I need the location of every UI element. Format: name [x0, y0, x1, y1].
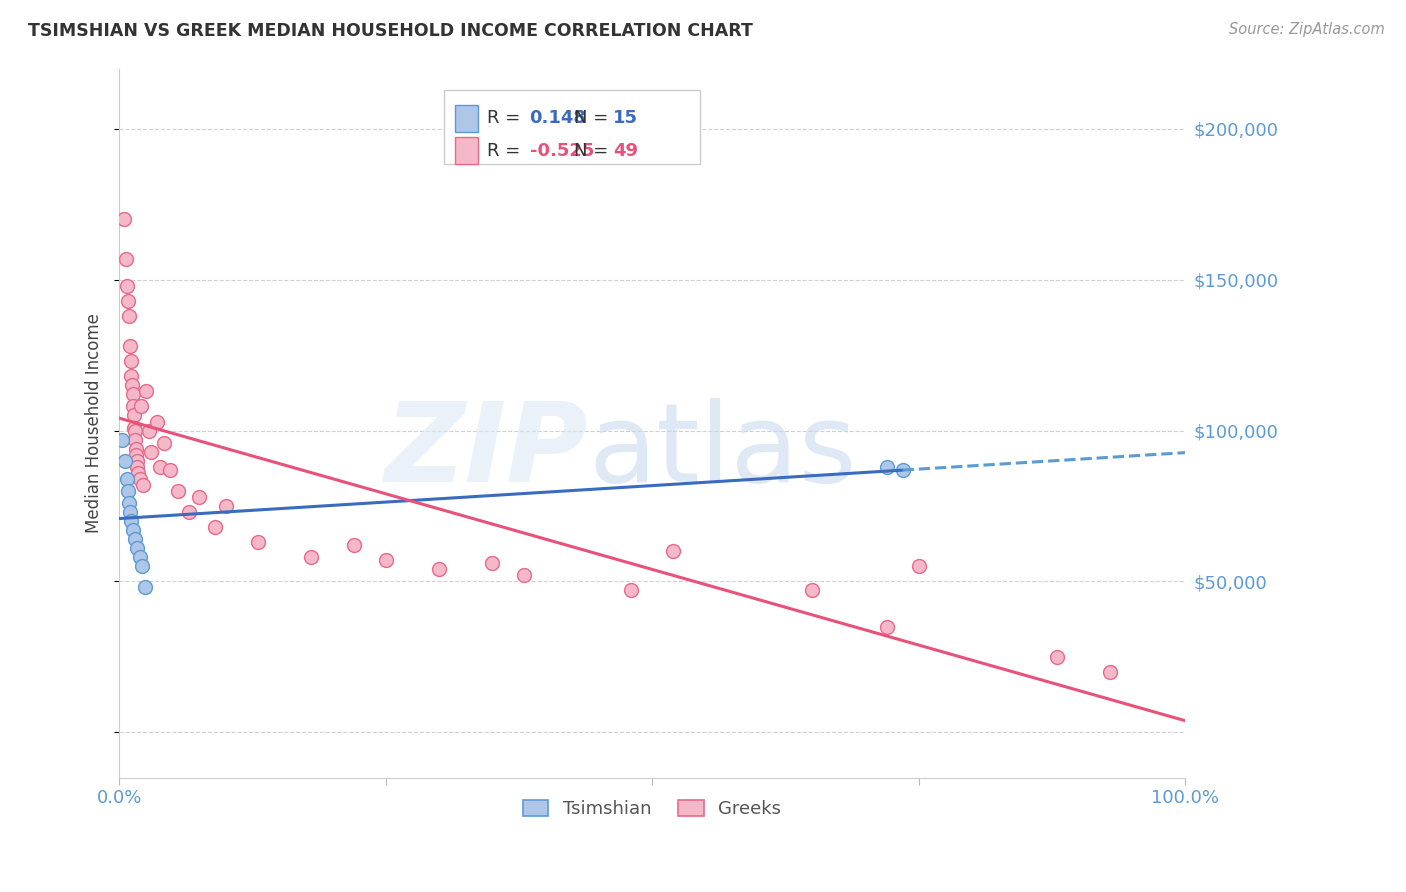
Point: [343, 538, 366, 552]
Point: [118, 339, 141, 353]
Point: [127, 541, 149, 556]
Point: [145, 415, 167, 429]
Point: [128, 550, 150, 565]
Text: 49: 49: [613, 142, 638, 160]
Point: [1046, 649, 1069, 664]
Point: [138, 424, 160, 438]
Point: [120, 369, 142, 384]
Point: [115, 472, 138, 486]
Point: [124, 433, 146, 447]
Point: [111, 433, 134, 447]
Point: [134, 581, 156, 595]
Text: N =: N =: [575, 142, 614, 160]
Point: [127, 466, 149, 480]
Point: [124, 424, 146, 438]
Text: R =: R =: [486, 142, 526, 160]
Point: [188, 490, 211, 504]
Point: [118, 309, 141, 323]
Point: [167, 483, 190, 498]
Point: [127, 459, 149, 474]
Point: [114, 252, 136, 266]
Point: [131, 559, 153, 574]
Point: [121, 378, 143, 392]
Point: [141, 444, 163, 458]
Text: TSIMSHIAN VS GREEK MEDIAN HOUSEHOLD INCOME CORRELATION CHART: TSIMSHIAN VS GREEK MEDIAN HOUSEHOLD INCO…: [28, 22, 754, 40]
Text: 15: 15: [613, 109, 638, 127]
Point: [122, 400, 145, 414]
Point: [120, 514, 142, 528]
Point: [876, 459, 898, 474]
Point: [427, 562, 450, 576]
Point: [149, 459, 172, 474]
Text: 0.148: 0.148: [530, 109, 586, 127]
Point: [129, 400, 152, 414]
Legend: Tsimshian, Greeks: Tsimshian, Greeks: [516, 793, 789, 825]
Point: [122, 387, 145, 401]
Text: -0.525: -0.525: [530, 142, 593, 160]
Point: [876, 620, 898, 634]
Point: [215, 499, 238, 513]
Text: R =: R =: [486, 109, 526, 127]
Point: [907, 559, 929, 574]
Point: [153, 435, 176, 450]
Point: [118, 496, 141, 510]
Point: [204, 520, 226, 534]
Text: ZIP: ZIP: [385, 398, 588, 505]
FancyBboxPatch shape: [456, 104, 478, 131]
Point: [122, 523, 145, 537]
Point: [114, 454, 136, 468]
Point: [124, 532, 146, 546]
Point: [177, 505, 200, 519]
Point: [135, 384, 157, 399]
Point: [620, 583, 643, 598]
Point: [246, 535, 269, 549]
Point: [127, 454, 149, 468]
Point: [128, 472, 150, 486]
Point: [801, 583, 824, 598]
Point: [122, 409, 145, 423]
Point: [125, 442, 148, 456]
Point: [132, 478, 155, 492]
Point: [117, 483, 139, 498]
Point: [159, 463, 181, 477]
Point: [118, 505, 141, 519]
Point: [662, 544, 685, 558]
FancyBboxPatch shape: [444, 90, 700, 164]
Text: N =: N =: [575, 109, 614, 127]
Point: [115, 278, 138, 293]
Point: [112, 212, 135, 227]
Point: [117, 293, 139, 308]
FancyBboxPatch shape: [456, 137, 478, 164]
Point: [513, 568, 536, 582]
Point: [125, 448, 148, 462]
Point: [481, 557, 503, 571]
Y-axis label: Median Household Income: Median Household Income: [86, 313, 103, 533]
Point: [299, 550, 322, 565]
Point: [374, 553, 396, 567]
Text: Source: ZipAtlas.com: Source: ZipAtlas.com: [1229, 22, 1385, 37]
Point: [891, 463, 914, 477]
Point: [122, 420, 145, 434]
Text: atlas: atlas: [588, 398, 856, 505]
Point: [1099, 665, 1122, 679]
Point: [120, 354, 142, 368]
